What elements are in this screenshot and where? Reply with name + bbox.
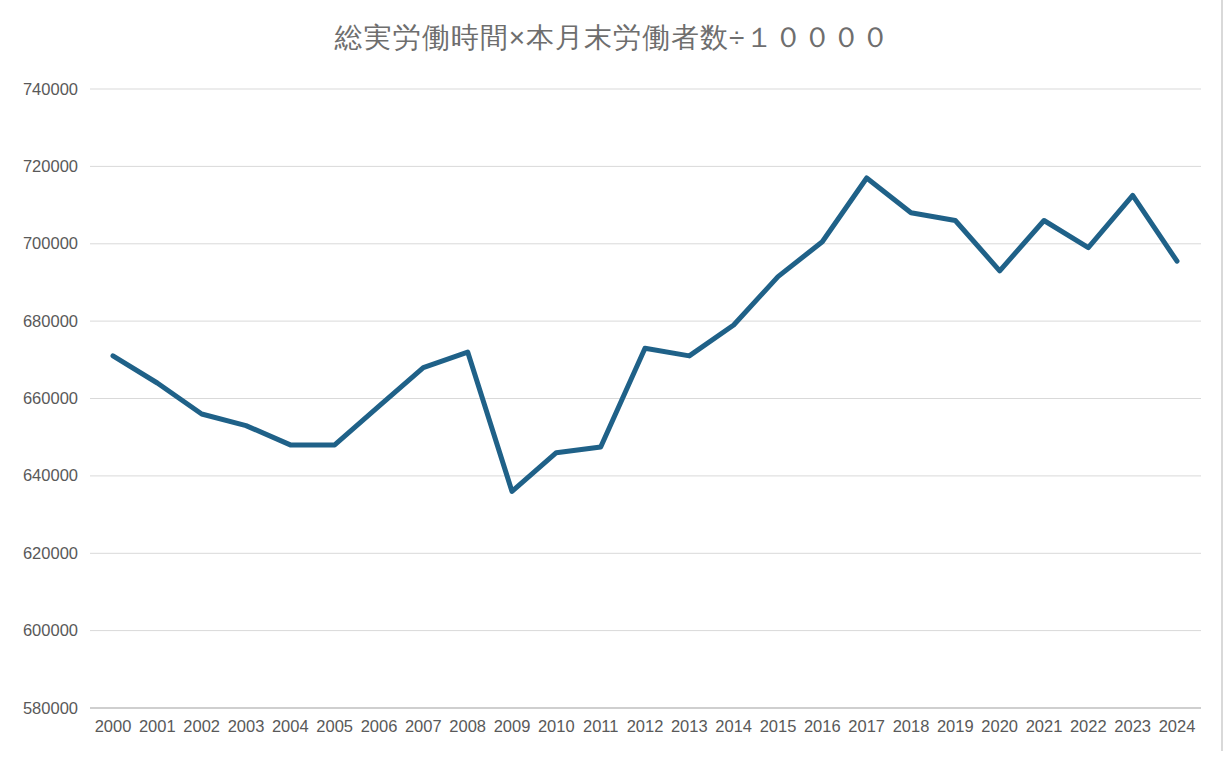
x-tick-label: 2012 [627, 717, 664, 735]
x-tick-label: 2009 [494, 717, 531, 735]
line-chart: 580000 600000 620000 640000 660000 680000 7000… [0, 0, 1225, 757]
y-tick-label: 720000 [23, 157, 78, 175]
y-tick-label: 640000 [23, 466, 78, 484]
x-tick-label: 2017 [848, 717, 885, 735]
x-tick-label: 2015 [760, 717, 797, 735]
data-series-line [113, 178, 1177, 491]
x-tick-label: 2020 [981, 717, 1018, 735]
x-tick-label: 2008 [449, 717, 486, 735]
x-tick-label: 2003 [228, 717, 265, 735]
x-tick-label: 2004 [272, 717, 309, 735]
y-tick-label: 600000 [23, 621, 78, 639]
x-tick-label: 2002 [183, 717, 220, 735]
x-tick-label: 2014 [715, 717, 752, 735]
x-tick-label: 2021 [1026, 717, 1063, 735]
x-tick-label: 2000 [95, 717, 132, 735]
x-tick-label: 2016 [804, 717, 841, 735]
y-tick-label: 660000 [23, 389, 78, 407]
y-tick-label: 620000 [23, 544, 78, 562]
x-tick-label: 2023 [1114, 717, 1151, 735]
x-tick-label: 2011 [583, 717, 618, 735]
y-tick-label: 700000 [23, 234, 78, 252]
x-tick-label: 2010 [538, 717, 575, 735]
chart-page: 総実労働時間×本月末労働者数÷１００００ 5800006000006200006… [0, 0, 1225, 757]
x-tick-label: 2001 [139, 717, 176, 735]
y-tick-label: 680000 [23, 312, 78, 330]
x-tick-label: 2006 [361, 717, 398, 735]
x-tick-label: 2024 [1159, 717, 1196, 735]
y-tick-label: 580000 [23, 699, 78, 717]
y-axis-labels: 580000 600000 620000 640000 660000 680000 7000… [23, 80, 78, 717]
y-tick-label: 740000 [23, 80, 78, 98]
x-tick-label: 2022 [1070, 717, 1107, 735]
y-gridlines [90, 89, 1201, 708]
x-axis-labels: 2000 2001 2002 2003 2004 2005 2006 2007 2008 2009… [95, 717, 1196, 735]
x-tick-label: 2013 [671, 717, 708, 735]
x-tick-label: 2005 [316, 717, 353, 735]
x-tick-label: 2018 [893, 717, 930, 735]
chart-right-border [1221, 0, 1223, 751]
x-tick-label: 2019 [937, 717, 974, 735]
x-tick-label: 2007 [405, 717, 442, 735]
